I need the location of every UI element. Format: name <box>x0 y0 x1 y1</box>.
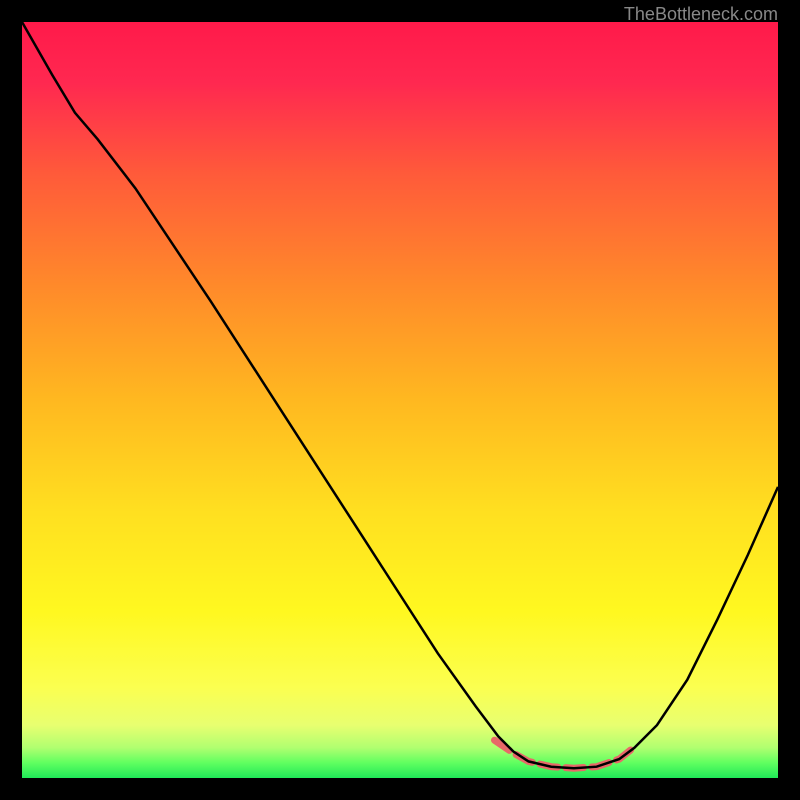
chart-plot-area <box>22 22 778 778</box>
bottleneck-curve <box>22 22 778 768</box>
watermark-text: TheBottleneck.com <box>624 4 778 25</box>
highlight-segment <box>495 740 631 768</box>
curve-overlay <box>22 22 778 778</box>
